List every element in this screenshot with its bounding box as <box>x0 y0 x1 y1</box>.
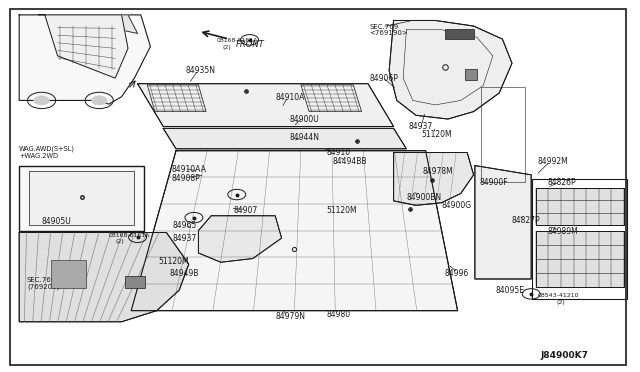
Text: 84979N: 84979N <box>275 312 305 321</box>
Text: 51120M: 51120M <box>326 206 357 215</box>
Polygon shape <box>45 15 128 78</box>
Text: 84908P: 84908P <box>172 174 200 183</box>
Polygon shape <box>475 166 531 279</box>
Bar <box>465 69 477 80</box>
Text: 08543-41210: 08543-41210 <box>538 293 579 298</box>
Bar <box>481 87 525 182</box>
Text: 84980: 84980 <box>326 310 351 319</box>
Bar <box>445 29 474 39</box>
Bar <box>51 260 86 288</box>
Text: 84996: 84996 <box>445 269 469 278</box>
Polygon shape <box>38 15 138 33</box>
Text: 84826P: 84826P <box>547 178 576 187</box>
Text: 84494BB: 84494BB <box>333 157 367 166</box>
Text: 84900G: 84900G <box>442 201 472 210</box>
Bar <box>536 188 624 225</box>
Bar <box>536 231 624 287</box>
Text: 84907: 84907 <box>234 206 258 215</box>
Text: 08168-6161A: 08168-6161A <box>216 38 258 44</box>
Text: (2): (2) <box>223 45 232 50</box>
Text: 84900BN: 84900BN <box>406 193 442 202</box>
Polygon shape <box>198 216 282 262</box>
Polygon shape <box>19 15 150 104</box>
Polygon shape <box>394 153 474 205</box>
Text: SEC.769: SEC.769 <box>369 24 399 30</box>
Text: 84965: 84965 <box>173 221 197 230</box>
Text: 84989M: 84989M <box>547 227 578 236</box>
Polygon shape <box>163 128 406 149</box>
Text: 84937: 84937 <box>173 234 197 243</box>
Text: 84900F: 84900F <box>480 178 509 187</box>
Text: J84900K7: J84900K7 <box>541 351 589 360</box>
Text: (2): (2) <box>557 299 566 305</box>
Text: 08168-6161A: 08168-6161A <box>109 232 150 238</box>
Text: (2): (2) <box>115 239 124 244</box>
Text: 84910A: 84910A <box>275 93 305 102</box>
Text: 84910: 84910 <box>326 148 351 157</box>
Text: 84906P: 84906P <box>370 74 399 83</box>
Bar <box>19 166 144 231</box>
Text: (769200): (769200) <box>27 283 60 290</box>
Text: 51120M: 51120M <box>421 130 452 139</box>
Text: +WAG.2WD: +WAG.2WD <box>19 153 58 159</box>
Polygon shape <box>389 20 512 119</box>
Text: 84935N: 84935N <box>186 66 216 75</box>
Text: 84937: 84937 <box>408 122 433 131</box>
Text: 84949B: 84949B <box>170 269 199 278</box>
Text: 84827P: 84827P <box>512 216 541 225</box>
Text: 84910AA: 84910AA <box>172 165 206 174</box>
Text: 51120M: 51120M <box>159 257 189 266</box>
Text: SEC.769: SEC.769 <box>27 277 56 283</box>
Polygon shape <box>138 84 394 126</box>
Circle shape <box>92 96 107 105</box>
Polygon shape <box>131 151 458 311</box>
Text: 84992M: 84992M <box>538 157 568 166</box>
Text: 84944N: 84944N <box>289 133 319 142</box>
Bar <box>29 171 134 225</box>
Text: 84905U: 84905U <box>42 217 71 226</box>
Circle shape <box>34 96 49 105</box>
Text: FRONT: FRONT <box>236 40 264 49</box>
Bar <box>125 276 145 288</box>
Text: WAG.AWD(S+SL): WAG.AWD(S+SL) <box>19 145 76 152</box>
Text: 84095E: 84095E <box>496 286 525 295</box>
Text: <769190>: <769190> <box>369 31 408 36</box>
Text: 84900U: 84900U <box>289 115 319 124</box>
Bar <box>532 179 627 299</box>
Polygon shape <box>19 232 189 322</box>
Text: 84978M: 84978M <box>422 167 453 176</box>
